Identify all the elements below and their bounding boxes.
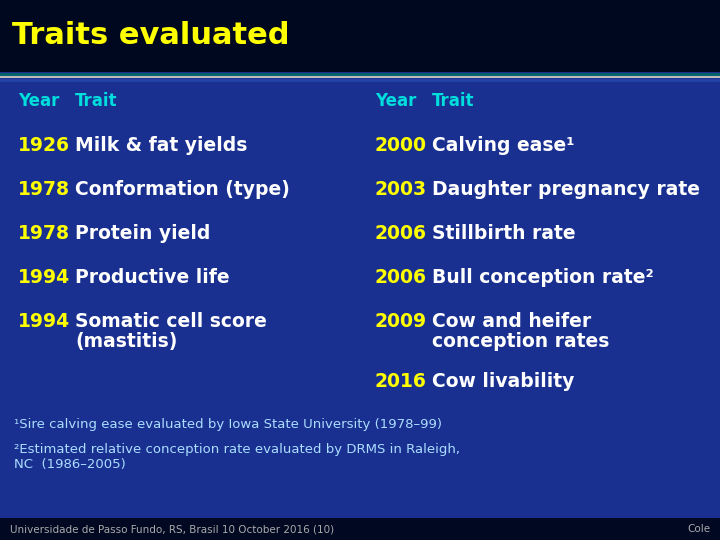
Text: 2009: 2009 <box>375 312 427 331</box>
Text: Stillbirth rate: Stillbirth rate <box>432 224 575 243</box>
Text: ²Estimated relative conception rate evaluated by DRMS in Raleigh,
NC  (1986–2005: ²Estimated relative conception rate eval… <box>14 443 460 471</box>
Text: Traits evaluated: Traits evaluated <box>12 22 289 51</box>
Text: (mastitis): (mastitis) <box>75 332 177 351</box>
Text: ¹Sire calving ease evaluated by Iowa State University (1978–99): ¹Sire calving ease evaluated by Iowa Sta… <box>14 418 442 431</box>
Text: 1994: 1994 <box>18 268 70 287</box>
Text: Somatic cell score: Somatic cell score <box>75 312 267 331</box>
Text: Daughter pregnancy rate: Daughter pregnancy rate <box>432 180 700 199</box>
Text: conception rates: conception rates <box>432 332 609 351</box>
Text: 1994: 1994 <box>18 312 70 331</box>
Text: Bull conception rate²: Bull conception rate² <box>432 268 654 287</box>
Text: Trait: Trait <box>432 92 474 110</box>
Text: 1926: 1926 <box>18 136 70 155</box>
Text: Cow livability: Cow livability <box>432 372 575 391</box>
Text: Calving ease¹: Calving ease¹ <box>432 136 575 155</box>
Text: 2000: 2000 <box>375 136 427 155</box>
Text: 2016: 2016 <box>375 372 427 391</box>
Text: Cole: Cole <box>687 524 710 534</box>
Text: Milk & fat yields: Milk & fat yields <box>75 136 248 155</box>
Bar <box>0 0 720 72</box>
Text: 1978: 1978 <box>18 224 70 243</box>
Bar <box>0 518 720 540</box>
Text: Year: Year <box>18 92 59 110</box>
Text: Year: Year <box>375 92 416 110</box>
Text: 1978: 1978 <box>18 180 70 199</box>
Text: Trait: Trait <box>75 92 117 110</box>
Text: 2003: 2003 <box>375 180 427 199</box>
Text: 2006: 2006 <box>375 224 427 243</box>
Text: Conformation (type): Conformation (type) <box>75 180 290 199</box>
Text: Universidade de Passo Fundo, RS, Brasil 10 October 2016 (10): Universidade de Passo Fundo, RS, Brasil … <box>10 524 334 534</box>
Text: Protein yield: Protein yield <box>75 224 210 243</box>
Text: Cow and heifer: Cow and heifer <box>432 312 591 331</box>
Text: 2006: 2006 <box>375 268 427 287</box>
Text: Productive life: Productive life <box>75 268 230 287</box>
